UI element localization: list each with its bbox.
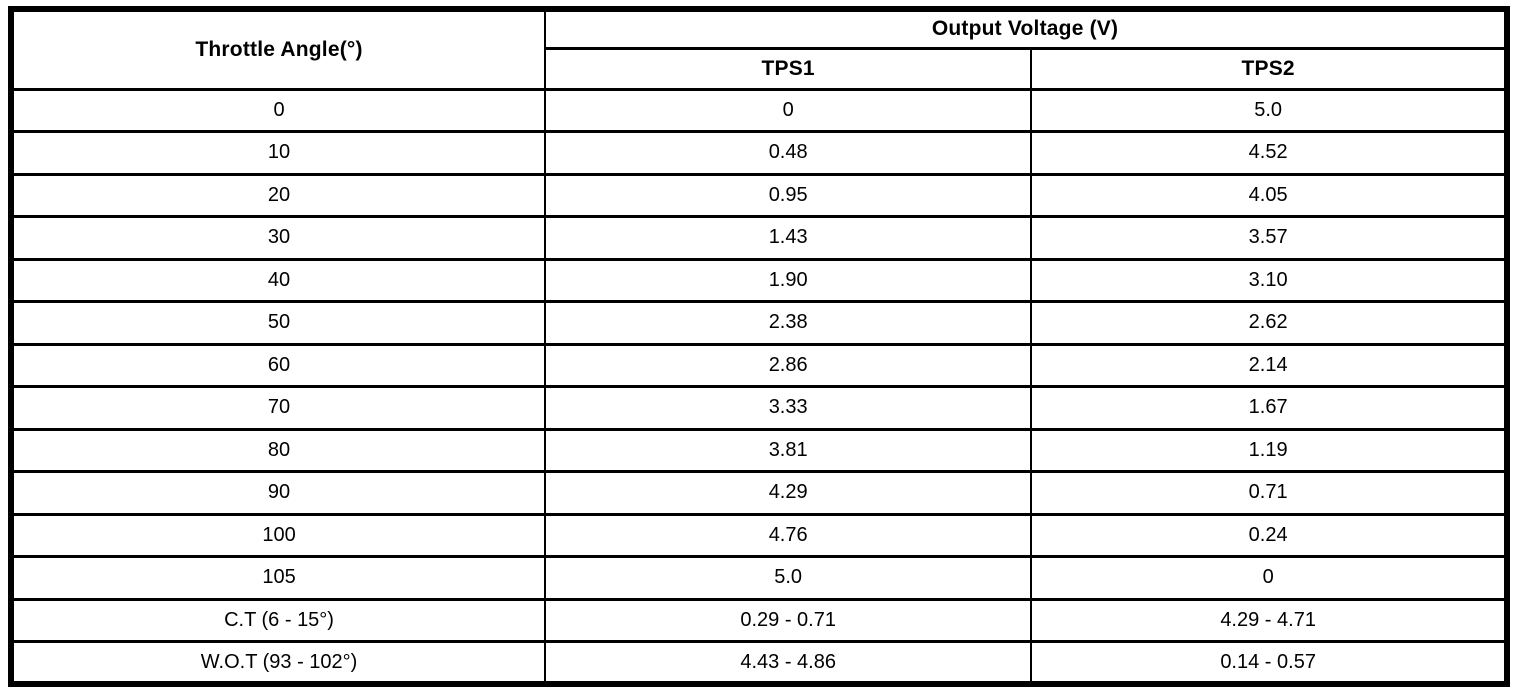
cell-throttle-angle: 90 [9,470,547,516]
table-row: W.O.T (93 - 102°) 4.43 - 4.86 0.14 - 0.5… [9,640,1508,686]
table-row: C.T (6 - 15°) 0.29 - 0.71 4.29 - 4.71 [9,597,1508,643]
cell-tps2-voltage: 0.71 [1030,470,1508,516]
cell-tps1-voltage: 0.48 [544,130,1033,176]
cell-tps1-voltage: 0 [544,87,1033,133]
table-row: 100 4.76 0.24 [9,512,1508,558]
cell-tps1-voltage: 4.29 [544,470,1033,516]
throttle-position-sensor-table-container: Throttle Angle(°) Output Voltage (V) TPS… [8,6,1510,687]
cell-tps2-voltage: 0.24 [1030,512,1508,558]
cell-tps1-voltage: 4.76 [544,512,1033,558]
cell-tps2-voltage: 1.67 [1030,385,1508,431]
table-row: 70 3.33 1.67 [9,385,1508,431]
cell-throttle-angle: 100 [9,512,547,558]
cell-throttle-angle: 105 [9,555,547,601]
cell-tps1-voltage: 3.81 [544,427,1033,473]
cell-tps1-voltage: 4.43 - 4.86 [544,640,1033,686]
cell-tps2-voltage: 4.05 [1030,172,1508,218]
cell-tps2-voltage: 3.57 [1030,215,1508,261]
table-row: 105 5.0 0 [9,555,1508,601]
cell-tps2-voltage: 0.14 - 0.57 [1030,640,1508,686]
cell-tps1-voltage: 2.38 [544,300,1033,346]
cell-tps1-voltage: 0.29 - 0.71 [544,597,1033,643]
cell-throttle-angle: 0 [9,87,547,133]
table-row: 30 1.43 3.57 [9,215,1508,261]
cell-throttle-angle: 20 [9,172,547,218]
cell-tps1-voltage: 1.90 [544,257,1033,303]
table-row: 90 4.29 0.71 [9,470,1508,516]
cell-throttle-angle: 10 [9,130,547,176]
cell-tps1-voltage: 2.86 [544,342,1033,388]
cell-tps1-voltage: 0.95 [544,172,1033,218]
cell-throttle-angle: C.T (6 - 15°) [9,597,547,643]
cell-tps1-voltage: 5.0 [544,555,1033,601]
cell-throttle-angle: W.O.T (93 - 102°) [9,640,547,686]
cell-throttle-angle: 40 [9,257,547,303]
table-row: 80 3.81 1.19 [9,427,1508,473]
table-row: 20 0.95 4.05 [9,172,1508,218]
table-row: 40 1.90 3.10 [9,257,1508,303]
table-row: 50 2.38 2.62 [9,300,1508,346]
cell-throttle-angle: 80 [9,427,547,473]
cell-tps2-voltage: 5.0 [1030,87,1508,133]
header-tps1: TPS1 [544,46,1033,91]
table-body: 0 0 5.0 10 0.48 4.52 20 0.95 4.05 30 1.4… [9,87,1508,686]
cell-tps2-voltage: 4.52 [1030,130,1508,176]
header-row-top: Throttle Angle(°) Output Voltage (V) [9,7,1508,91]
header-tps2: TPS2 [1030,46,1508,91]
cell-tps2-voltage: 0 [1030,555,1508,601]
cell-throttle-angle: 60 [9,342,547,388]
tps-output-voltage-table: Throttle Angle(°) Output Voltage (V) TPS… [8,6,1510,687]
table-header: Throttle Angle(°) Output Voltage (V) TPS… [9,7,1508,91]
cell-throttle-angle: 30 [9,215,547,261]
cell-tps2-voltage: 1.19 [1030,427,1508,473]
cell-tps1-voltage: 3.33 [544,385,1033,431]
cell-tps2-voltage: 2.62 [1030,300,1508,346]
cell-tps2-voltage: 3.10 [1030,257,1508,303]
table-row: 10 0.48 4.52 [9,130,1508,176]
cell-throttle-angle: 70 [9,385,547,431]
header-throttle-angle: Throttle Angle(°) [9,7,547,91]
cell-tps2-voltage: 2.14 [1030,342,1508,388]
header-output-voltage: Output Voltage (V) [544,7,1508,50]
table-row: 0 0 5.0 [9,87,1508,133]
table-row: 60 2.86 2.14 [9,342,1508,388]
cell-throttle-angle: 50 [9,300,547,346]
cell-tps2-voltage: 4.29 - 4.71 [1030,597,1508,643]
header-row-sub: TPS1 TPS2 [11,46,1508,91]
cell-tps1-voltage: 1.43 [544,215,1033,261]
